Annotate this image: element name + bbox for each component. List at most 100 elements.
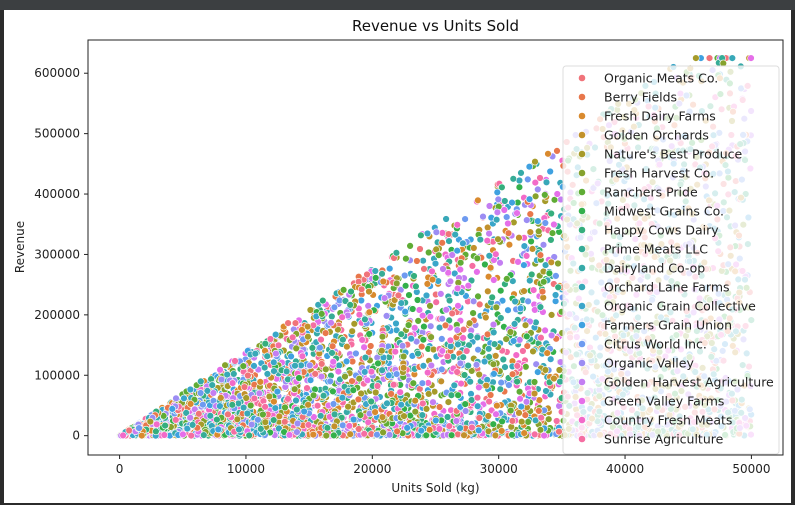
scatter-point [489, 320, 498, 329]
scatter-point [365, 330, 373, 338]
scatter-point [352, 349, 360, 358]
scatter-point [459, 353, 467, 361]
scatter-point [401, 271, 409, 280]
scatter-point [365, 287, 373, 296]
scatter-point [399, 364, 408, 372]
scatter-point [405, 291, 413, 299]
scatter-point [442, 306, 450, 314]
scatter-point [485, 397, 493, 406]
scatter-point [513, 209, 521, 217]
scatter-point [334, 367, 343, 376]
scatter-point [270, 358, 278, 366]
scatter-point [323, 424, 332, 432]
scatter-point [214, 425, 223, 434]
scatter-point [414, 349, 422, 358]
scatter-point [409, 379, 417, 387]
scatter-point [328, 312, 336, 321]
scatter-point [435, 425, 444, 433]
scatter-point [508, 198, 516, 207]
scatter-point [338, 394, 347, 402]
scatter-point [534, 368, 542, 376]
scatter-point [453, 368, 461, 376]
scatter-point [418, 411, 426, 419]
scatter-point [520, 242, 529, 250]
scatter-point [537, 334, 545, 342]
scatter-point [410, 272, 418, 280]
scatter-point [503, 213, 511, 221]
scatter-point [371, 408, 379, 416]
scatter-point [216, 402, 224, 410]
scatter-point [371, 267, 379, 275]
scatter-point [256, 378, 264, 386]
scatter-point [250, 394, 259, 403]
scatter-point [427, 333, 435, 341]
scatter-point [217, 394, 225, 402]
scatter-point [438, 315, 446, 323]
scatter-point [309, 430, 317, 439]
scatter-point [427, 322, 435, 330]
scatter-point [517, 418, 526, 426]
scatter-point [346, 301, 354, 309]
scatter-point [119, 431, 127, 440]
scatter-point [502, 335, 510, 343]
scatter-point [529, 286, 538, 294]
scatter-point [501, 197, 509, 205]
scatter-point [445, 422, 453, 430]
scatter-point [500, 206, 508, 214]
scatter-point [346, 430, 354, 438]
scatter-point [233, 415, 242, 423]
scatter-point [550, 374, 558, 383]
scatter-point [531, 158, 539, 166]
scatter-point [532, 360, 540, 368]
scatter-point [498, 427, 506, 435]
scatter-point [505, 381, 513, 389]
scatter-point [428, 275, 437, 284]
scatter-point [327, 319, 335, 327]
scatter-point [508, 370, 517, 378]
scatter-point [391, 348, 399, 356]
scatter-point [493, 188, 501, 197]
scatter-point [492, 216, 501, 224]
scatter-point [418, 379, 427, 387]
scatter-point [526, 210, 534, 218]
scatter-point [420, 265, 428, 273]
scatter-point [313, 402, 322, 410]
scatter-point [473, 394, 482, 402]
scatter-point [330, 431, 338, 440]
scatter-point [403, 424, 411, 432]
scatter-point [401, 308, 409, 316]
scatter-point [425, 248, 433, 257]
scatter-point [467, 390, 475, 398]
scatter-point [527, 270, 536, 279]
scatter-point [309, 391, 318, 399]
scatter-point [350, 320, 358, 328]
scatter-point [554, 283, 562, 291]
scatter-point [523, 342, 531, 350]
scatter-point [555, 366, 564, 374]
scatter-point [413, 257, 421, 265]
scatter-point [523, 332, 531, 341]
scatter-point [393, 279, 401, 288]
scatter-point [526, 228, 534, 236]
scatter-point [424, 368, 432, 377]
scatter-point [361, 368, 369, 376]
scatter-point [322, 365, 330, 373]
scatter-point [409, 305, 417, 313]
scatter-point [552, 417, 561, 425]
scatter-point [435, 251, 443, 259]
scatter-point [172, 416, 180, 424]
scatter-point [311, 370, 319, 378]
scatter-point [443, 413, 452, 421]
scatter-point [240, 383, 249, 391]
scatter-point [438, 365, 446, 374]
scatter-point [186, 414, 194, 422]
scatter-point [367, 397, 375, 406]
scatter-point [504, 229, 513, 237]
scatter-point [330, 410, 339, 419]
scatter-point [274, 341, 283, 349]
scatter-point [542, 178, 551, 187]
scatter-point [501, 363, 509, 371]
scatter-point [547, 236, 555, 244]
scatter-point [494, 235, 502, 243]
scatter-point [357, 285, 366, 293]
